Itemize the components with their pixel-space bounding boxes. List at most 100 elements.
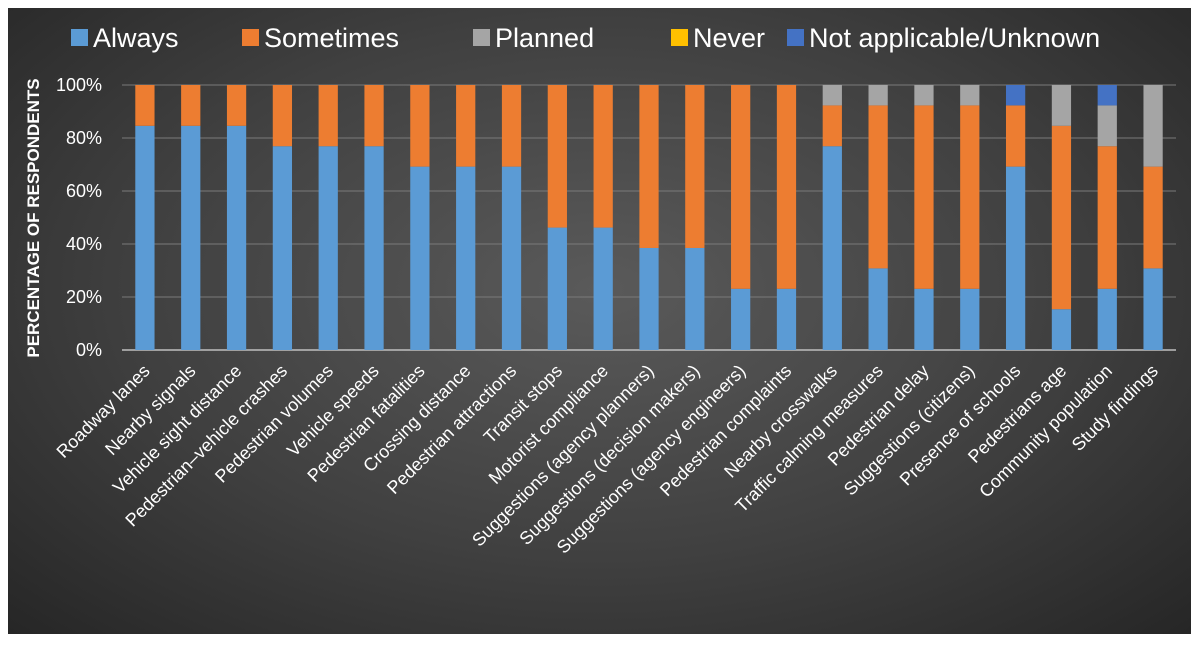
bar-segment-sometimes — [410, 85, 430, 167]
bar-stack-study-findings — [1143, 85, 1163, 350]
bar-stack-pedestrian-vehicle-crashes — [272, 85, 293, 350]
y-axis-ticks: 0% 20% 40% 60% 80% 100% — [56, 75, 102, 360]
legend-item-always: Always — [71, 23, 179, 53]
bar-segment-always — [914, 288, 934, 350]
legend-label: Never — [693, 23, 765, 53]
bar-stack-roadway-lanes — [135, 85, 155, 350]
bar-segment-always — [960, 288, 980, 350]
legend-swatch — [671, 29, 688, 46]
bar-segment-always — [593, 227, 613, 350]
legend-swatch — [473, 29, 490, 46]
legend-label: Not applicable/Unknown — [809, 23, 1100, 53]
bar-segment-always — [822, 146, 842, 350]
legend-item-never: Never — [671, 23, 765, 53]
bar-stack-vehicle-sight-distance — [226, 85, 247, 350]
legend-swatch — [242, 29, 259, 46]
bar-stack-nearby-signals — [181, 85, 201, 350]
bar-segment-planned — [868, 85, 888, 106]
bar-segment-sometimes — [639, 85, 659, 248]
y-tick-label: 80% — [66, 128, 102, 148]
bar-stack-suggestions-decision-makers — [685, 85, 705, 350]
bar-stack-pedestrian-complaints — [776, 85, 797, 350]
bar-segment-always — [1143, 268, 1163, 350]
legend-item-sometimes: Sometimes — [242, 23, 399, 53]
legend-label: Always — [93, 23, 179, 53]
bar-segment-always — [135, 125, 155, 350]
legend-label: Sometimes — [264, 23, 399, 53]
bar-segment-always — [272, 146, 293, 350]
bar-stack-vehicle-speeds — [364, 85, 384, 350]
bar-segment-sometimes — [226, 85, 247, 126]
bar-stack-pedestrian-delay — [914, 85, 934, 350]
y-tick-label: 0% — [76, 340, 102, 360]
bar-stack-pedestrian-attractions — [501, 85, 522, 350]
bar-segment-always — [1005, 166, 1026, 350]
legend-label: Planned — [495, 23, 594, 53]
bar-segment-always — [410, 166, 430, 350]
bar-stack-transit-stops — [547, 85, 567, 350]
legend: Always Sometimes Planned Never Not applicabl… — [71, 23, 1100, 53]
bar-stack-presence-of-schools — [1005, 85, 1026, 350]
bar-stack-pedestrian-volumes — [318, 85, 338, 350]
bar-segment-planned — [1143, 85, 1163, 167]
y-tick-label: 20% — [66, 287, 102, 307]
y-tick-label: 100% — [56, 75, 102, 95]
bar-segment-always — [1051, 309, 1072, 350]
bar-segment-planned — [914, 85, 934, 106]
bar-segment-always — [364, 146, 384, 350]
bar-segment-always — [731, 288, 751, 350]
bar-segment-planned — [1051, 85, 1072, 126]
bar-segment-sometimes — [1005, 105, 1026, 167]
legend-item-planned: Planned — [473, 23, 594, 53]
bar-segment-always — [1097, 288, 1117, 350]
bar-segment-always — [501, 166, 522, 350]
bar-segment-always — [776, 288, 797, 350]
bar-segment-sometimes — [272, 85, 293, 147]
bar-segment-sometimes — [1143, 166, 1163, 269]
bar-segment-sometimes — [135, 85, 155, 126]
bar-segment-always — [639, 247, 659, 350]
bar-segment-sometimes — [960, 105, 980, 289]
chart-area: Always Sometimes Planned Never Not applicabl… — [8, 8, 1191, 634]
bar-segment-sometimes — [181, 85, 201, 126]
bar-stack-crossing-distance — [456, 85, 476, 350]
bar-segment-sometimes — [914, 105, 934, 289]
bar-segment-always — [318, 146, 338, 350]
bar-segment-planned — [1097, 105, 1117, 147]
bar-segment-sometimes — [1051, 125, 1072, 310]
bar-segment-sometimes — [731, 85, 751, 289]
bar-segment-sometimes — [501, 85, 522, 167]
bar-segment-sometimes — [364, 85, 384, 147]
bar-segment-sometimes — [1097, 146, 1117, 289]
y-tick-label: 60% — [66, 181, 102, 201]
bar-segment-planned — [822, 85, 842, 106]
bar-stack-suggestions-citizens — [960, 85, 980, 350]
bar-stack-community-population — [1097, 85, 1117, 350]
bar-segment-always — [547, 227, 567, 350]
bar-segment-always — [685, 247, 705, 350]
bar-segment-always — [456, 166, 476, 350]
legend-swatch — [71, 29, 88, 46]
bars — [135, 85, 1163, 350]
bar-segment-sometimes — [776, 85, 797, 289]
legend-item-not-applicable-unknown: Not applicable/Unknown — [787, 23, 1100, 53]
bar-stack-motorist-compliance — [593, 85, 613, 350]
bar-segment-not-applicable-unknown — [1097, 85, 1117, 106]
bar-segment-sometimes — [868, 105, 888, 269]
bar-segment-planned — [960, 85, 980, 106]
bar-segment-always — [226, 125, 247, 350]
bar-segment-sometimes — [318, 85, 338, 147]
y-axis-title: PERCENTAGE OF RESPONDENTS — [24, 78, 43, 357]
bar-stack-nearby-crosswalks — [822, 85, 842, 350]
bar-stack-traffic-calming-measures — [868, 85, 888, 350]
bar-segment-always — [868, 268, 888, 350]
bar-segment-sometimes — [822, 105, 842, 147]
bar-stack-pedestrians-age — [1051, 85, 1072, 350]
bar-stack-pedestrian-fatalities — [410, 85, 430, 350]
bar-segment-always — [181, 125, 201, 350]
stacked-bar-chart: Always Sometimes Planned Never Not applicabl… — [24, 23, 1176, 558]
bar-stack-suggestions-agency-engineers — [731, 85, 751, 350]
bar-segment-sometimes — [685, 85, 705, 248]
bar-segment-sometimes — [547, 85, 567, 228]
